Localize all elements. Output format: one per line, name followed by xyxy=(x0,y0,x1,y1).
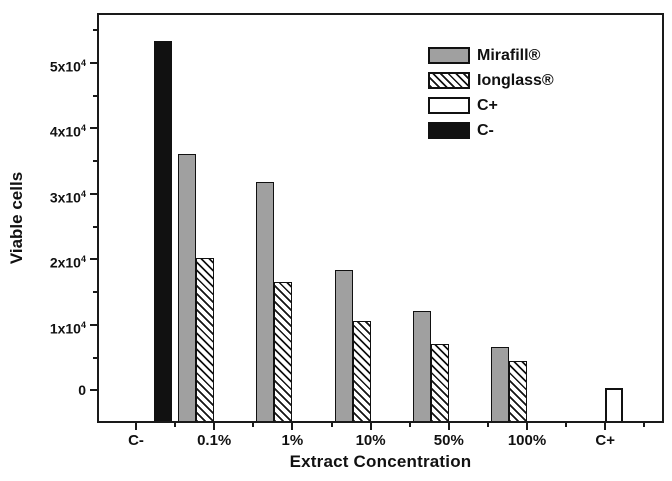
x-major-tick xyxy=(604,423,607,430)
x-major-tick xyxy=(447,423,450,430)
y-tick-label: 5x104 xyxy=(49,57,86,75)
y-major-tick xyxy=(90,61,97,64)
y-minor-tick xyxy=(93,29,97,32)
x-minor-tick xyxy=(643,423,646,427)
x-minor-tick xyxy=(408,423,411,427)
legend-label: Ionglass® xyxy=(477,72,554,89)
bar-black-C- xyxy=(154,40,172,423)
x-minor-tick xyxy=(252,423,255,427)
x-tick-label: 50% xyxy=(433,432,464,449)
bar-gray-100% xyxy=(491,347,509,423)
x-minor-tick xyxy=(174,423,177,427)
bar-hatch-100% xyxy=(509,361,527,423)
x-tick-label: 100% xyxy=(507,432,547,449)
x-major-tick xyxy=(213,423,216,430)
x-major-tick xyxy=(526,423,528,430)
x-axis-title: Extract Concentration xyxy=(289,452,472,471)
legend-swatch-gray-icon xyxy=(428,47,470,64)
y-minor-tick xyxy=(93,94,97,97)
x-major-tick xyxy=(291,423,294,430)
x-minor-tick xyxy=(330,423,333,427)
bar-hatch-10% xyxy=(352,320,371,423)
bar-hatch-0.1% xyxy=(196,257,215,423)
y-tick-label: 2x104 xyxy=(49,254,86,271)
bar-gray-10% xyxy=(334,269,353,423)
legend-item-c-minus: C- xyxy=(428,122,554,139)
x-tick-label: C+ xyxy=(595,432,615,449)
bar-white-C+ xyxy=(605,388,624,423)
legend-swatch-black-icon xyxy=(428,122,470,139)
y-tick-label: 0 xyxy=(78,382,86,399)
y-major-tick xyxy=(90,389,97,392)
x-minor-tick xyxy=(486,423,489,427)
y-minor-tick xyxy=(93,356,97,359)
x-tick-label: C- xyxy=(128,432,144,449)
x-minor-tick xyxy=(565,423,568,427)
y-major-tick xyxy=(90,258,97,261)
y-minor-tick xyxy=(93,160,97,163)
x-tick-label: 1% xyxy=(281,432,304,449)
bar-hatch-1% xyxy=(274,281,293,423)
y-minor-tick xyxy=(93,225,97,228)
bar-hatch-50% xyxy=(430,343,449,423)
bar-gray-0.1% xyxy=(178,153,197,423)
y-major-tick xyxy=(90,323,97,326)
legend: Mirafill® Ionglass® C+ C- xyxy=(428,47,554,139)
legend-swatch-white-icon xyxy=(428,97,470,114)
y-major-tick xyxy=(90,192,97,195)
x-tick-label: 10% xyxy=(355,432,386,449)
y-minor-tick xyxy=(93,291,97,293)
x-major-tick xyxy=(135,423,137,430)
legend-item-c-plus: C+ xyxy=(428,97,554,114)
x-major-tick xyxy=(369,423,372,430)
bar-gray-50% xyxy=(412,311,431,423)
legend-swatch-hatched-icon xyxy=(428,72,470,89)
y-tick-label: 3x104 xyxy=(49,188,86,206)
legend-item-mirafill: Mirafill® xyxy=(428,47,554,64)
legend-label: Mirafill® xyxy=(477,47,541,64)
x-tick-label: 0.1% xyxy=(197,432,232,449)
legend-label: C+ xyxy=(477,97,498,114)
y-tick-label: 4x104 xyxy=(49,123,86,140)
legend-item-ionglass: Ionglass® xyxy=(428,72,554,89)
bar-gray-1% xyxy=(256,181,275,423)
y-major-tick xyxy=(90,127,97,130)
plot-area xyxy=(97,13,664,423)
y-tick-label: 1x104 xyxy=(49,319,86,337)
legend-label: C- xyxy=(477,122,494,139)
